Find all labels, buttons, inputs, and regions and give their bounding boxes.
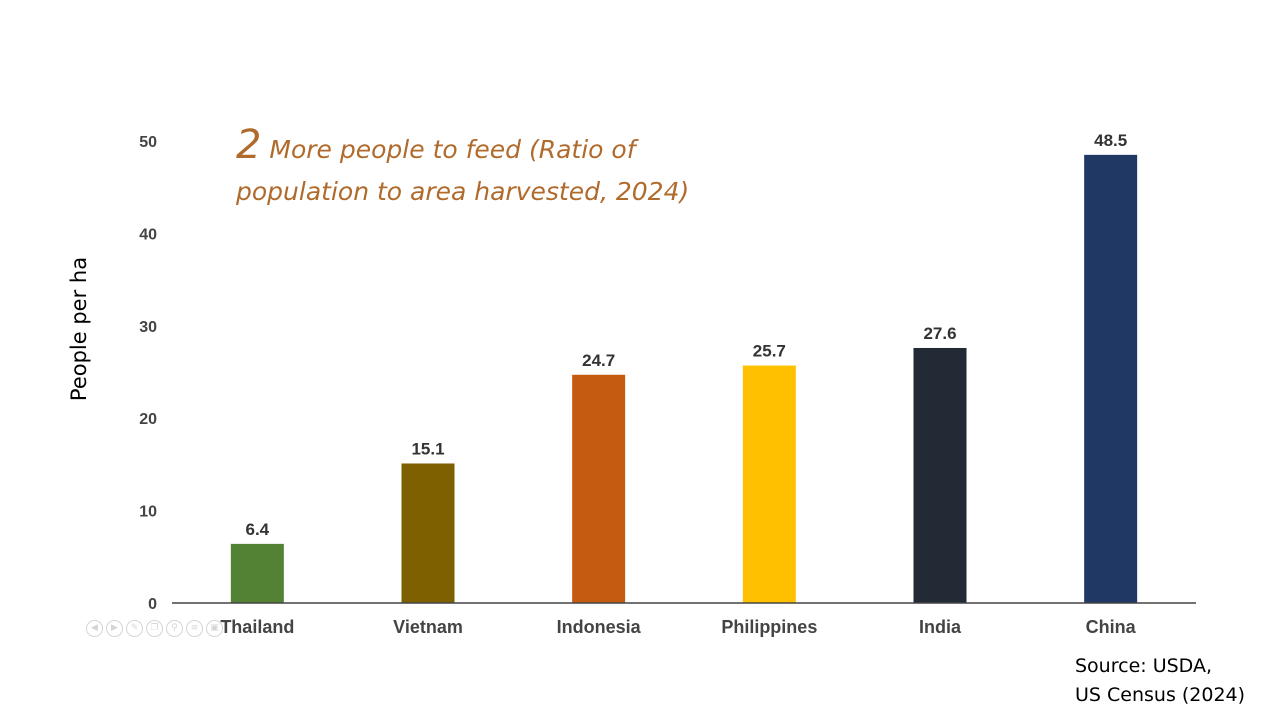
x-tick-label-philippines: Philippines [721, 617, 817, 637]
bar-philippines [742, 365, 796, 603]
camera-icon[interactable]: ▣ [206, 620, 223, 637]
source-line-1: Source: USDA, [1075, 655, 1212, 677]
zoom-icon[interactable]: ⚲ [166, 620, 183, 637]
bars [230, 154, 1138, 604]
x-tick-label-indonesia: Indonesia [557, 617, 642, 637]
source-note: Source: USDA, US Census (2024) [1075, 652, 1275, 710]
title-text: More people to feed (Ratio of population… [236, 135, 690, 206]
value-label-thailand: 6.4 [246, 520, 270, 539]
x-tick-label-thailand: Thailand [220, 617, 294, 637]
x-tick-label-vietnam: Vietnam [393, 617, 463, 637]
pen-icon[interactable]: ✎ [126, 620, 143, 637]
value-label-vietnam: 15.1 [411, 439, 444, 458]
x-tick-label-china: China [1086, 617, 1137, 637]
x-tick-label-india: India [919, 617, 962, 637]
x-axis-labels: Thailand Vietnam Indonesia Philippines India… [220, 617, 1136, 637]
y-tick-label: 10 [139, 504, 157, 521]
y-axis-ticks: 0 10 20 30 40 50 [139, 134, 157, 613]
next-icon[interactable]: ▶ [106, 620, 123, 637]
value-label-philippines: 25.7 [753, 342, 786, 361]
bar-vietnam [401, 463, 455, 603]
copy-icon[interactable]: ❐ [146, 620, 163, 637]
bar-india [913, 347, 967, 603]
bar-thailand [230, 543, 284, 603]
value-label-indonesia: 24.7 [582, 351, 615, 370]
value-label-china: 48.5 [1094, 131, 1127, 150]
menu-icon[interactable]: ≡ [186, 620, 203, 637]
slide-toolbar: ◀ ▶ ✎ ❐ ⚲ ≡ ▣ [86, 620, 223, 637]
bar-indonesia [572, 374, 626, 603]
y-tick-label: 20 [139, 411, 157, 428]
value-label-india: 27.6 [923, 324, 956, 343]
chart-title: 2 More people to feed (Ratio of populati… [236, 124, 706, 213]
source-line-2: US Census (2024) [1075, 684, 1246, 706]
y-tick-label: 30 [139, 319, 157, 336]
bar-china [1084, 154, 1138, 604]
value-labels: 6.4 15.1 24.7 25.7 27.6 48.5 [246, 131, 1128, 539]
title-number: 2 [236, 122, 262, 168]
y-tick-label: 50 [139, 134, 157, 151]
y-axis-label: People per ha [67, 257, 91, 401]
prev-icon[interactable]: ◀ [86, 620, 103, 637]
y-tick-label: 40 [139, 226, 157, 243]
y-tick-label: 0 [148, 596, 157, 613]
